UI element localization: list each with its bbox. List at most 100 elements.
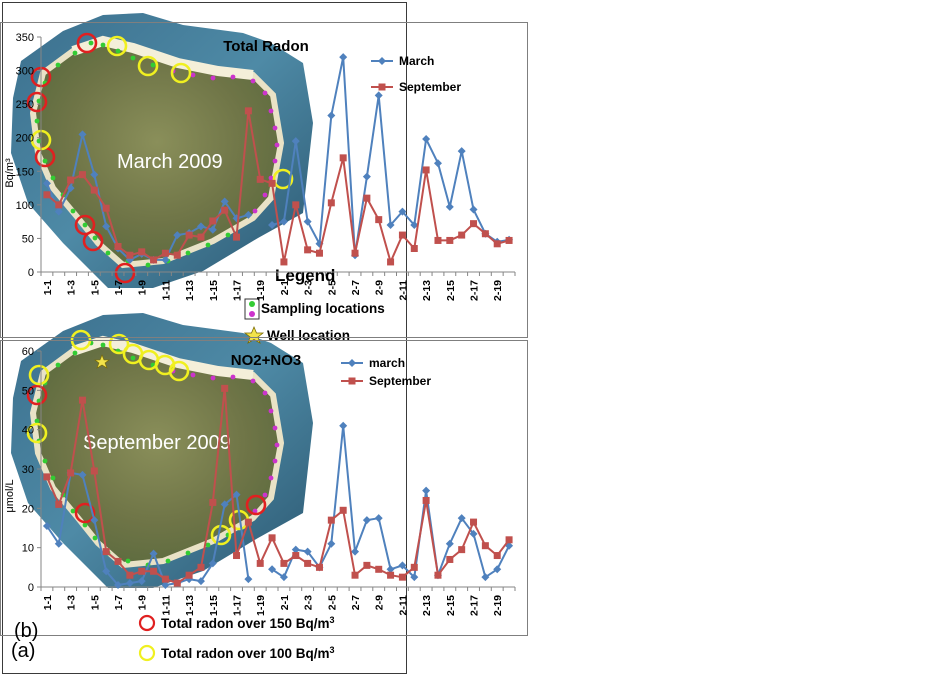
data-point <box>90 170 99 179</box>
data-point <box>410 245 418 252</box>
data-point <box>446 555 454 563</box>
sampling-dot <box>130 55 136 61</box>
data-point <box>78 130 87 139</box>
data-point <box>221 384 229 392</box>
data-point <box>233 233 241 241</box>
sampling-dot <box>36 138 42 144</box>
data-point <box>375 565 383 573</box>
data-point <box>493 240 501 248</box>
x-tick-label: 2-9 <box>374 280 386 295</box>
x-tick-label: 2-9 <box>374 595 386 610</box>
data-point <box>42 522 51 531</box>
x-tick-label: 2-13 <box>421 595 433 616</box>
data-point <box>102 204 110 212</box>
sampling-dot <box>72 50 78 56</box>
x-tick-label: 1-5 <box>89 595 101 610</box>
data-point <box>90 186 98 194</box>
march-beach <box>71 35 254 80</box>
data-point <box>114 242 122 250</box>
series-line-september <box>46 110 510 265</box>
radon-150-circle <box>74 214 96 236</box>
sampling-dot <box>262 492 268 498</box>
sampling-dot <box>230 74 236 80</box>
data-point <box>209 498 217 506</box>
no2-no3-plot: 0 10 20 30 40 50 60 1-1 1-3 1-5 1-7 1-9 1-11 1-13 1-15… <box>4 346 516 616</box>
y-tick-label: 30 <box>22 464 34 476</box>
data-point <box>55 201 63 209</box>
sampling-dot <box>252 208 258 214</box>
sampling-dot <box>262 90 268 96</box>
september-map: September 2009 <box>11 313 313 588</box>
data-point <box>197 563 205 571</box>
panel-b-label: (b) <box>14 620 39 642</box>
y-tick-label: 10 <box>22 543 34 555</box>
data-point <box>422 486 431 495</box>
x-tick-label: 2-3 <box>303 280 315 295</box>
sampling-dot <box>268 175 274 181</box>
sampling-dot <box>82 522 88 528</box>
data-point <box>351 547 360 556</box>
radon-150-circle <box>26 91 48 113</box>
september-map-title: September 2009 <box>83 432 231 454</box>
data-point <box>339 53 348 62</box>
data-point <box>90 467 98 475</box>
data-point <box>327 199 335 207</box>
sampling-dot <box>190 372 196 378</box>
data-point <box>410 563 418 571</box>
x-tick-label: 2-15 <box>445 280 457 301</box>
sampling-dot <box>145 262 151 268</box>
data-point <box>445 539 454 548</box>
data-point <box>398 561 407 570</box>
data-point <box>280 559 288 567</box>
panel-a-label: (a) <box>11 640 35 662</box>
sampling-dot <box>50 175 56 181</box>
radon-100-circle <box>170 62 192 84</box>
sampling-dot <box>262 390 268 396</box>
data-point <box>434 571 442 579</box>
sampling-dot <box>55 62 61 68</box>
sampling-dot <box>205 542 211 548</box>
data-point <box>43 473 51 481</box>
radon-100-circle <box>137 55 159 77</box>
sampling-green-dot <box>249 301 255 307</box>
data-point <box>410 221 419 229</box>
radon-150-circle <box>76 32 98 54</box>
x-tick-label: 2-11 <box>397 595 409 616</box>
well-location-star-map <box>94 354 110 369</box>
sampling-dot <box>250 378 256 384</box>
data-point <box>150 256 158 264</box>
y-tick-label: 60 <box>22 346 34 358</box>
data-point <box>304 246 312 254</box>
legend-marker <box>348 377 356 385</box>
data-point <box>126 251 134 259</box>
data-point <box>268 179 276 187</box>
data-point <box>232 490 241 499</box>
x-tick-label: 1-13 <box>184 280 196 301</box>
data-point <box>280 258 288 266</box>
data-point <box>197 233 205 241</box>
data-point <box>102 222 111 231</box>
radon-150-circle <box>82 230 104 252</box>
data-point <box>458 231 466 239</box>
x-tick-label: 1-19 <box>255 595 267 616</box>
y-tick-label: 40 <box>22 425 34 437</box>
data-point <box>185 571 193 579</box>
y-tick-label: 200 <box>16 133 34 145</box>
sampling-dot <box>92 235 98 241</box>
x-tick-label: 1-1 <box>42 595 54 610</box>
data-point <box>90 516 99 525</box>
data-point <box>138 248 146 256</box>
data-point <box>78 470 87 479</box>
data-point <box>327 516 335 524</box>
x-tick-label: 1-19 <box>255 280 267 301</box>
data-point <box>138 567 146 575</box>
data-point <box>339 421 348 430</box>
x-tick-label: 1-1 <box>42 280 54 295</box>
data-point <box>398 573 406 581</box>
data-point <box>161 575 169 583</box>
data-point <box>362 516 371 525</box>
data-point <box>78 396 86 404</box>
data-point <box>292 552 300 560</box>
data-point <box>185 231 193 239</box>
data-point <box>303 217 312 226</box>
